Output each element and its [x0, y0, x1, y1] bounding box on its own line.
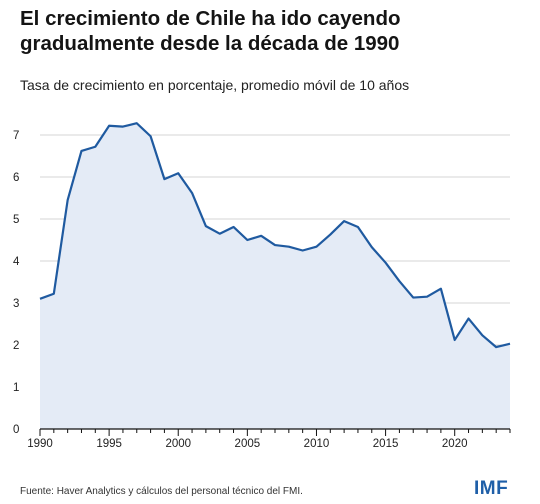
y-tick-label: 1 [13, 382, 19, 394]
x-tick-label: 1995 [96, 438, 122, 450]
data-point-2012 [343, 220, 346, 223]
y-tick-label: 7 [13, 130, 19, 142]
data-point-2002 [204, 225, 207, 228]
y-tick-label: 4 [13, 256, 20, 268]
y-axis: 0 1 2 3 4 5 6 7 [13, 130, 20, 436]
data-point-2011 [329, 233, 332, 236]
y-tick-label: 3 [13, 298, 19, 310]
data-point-2003 [218, 232, 221, 235]
data-point-1990 [38, 297, 41, 300]
data-point-2022 [481, 334, 484, 337]
data-point-1995 [108, 124, 111, 127]
x-tick-label: 1990 [27, 438, 53, 450]
data-point-2018 [425, 295, 428, 298]
data-point-2006 [260, 234, 263, 237]
data-point-2010 [315, 245, 318, 248]
data-point-1998 [149, 135, 152, 138]
data-point-2023 [495, 346, 498, 349]
data-point-2001 [190, 191, 193, 194]
data-point-2008 [287, 245, 290, 248]
y-tick-label: 6 [13, 172, 19, 184]
data-point-2020 [453, 338, 456, 341]
data-point-1991 [52, 292, 55, 295]
y-tick-label: 0 [13, 424, 19, 436]
data-point-2004 [232, 225, 235, 228]
data-point-1996 [121, 125, 124, 128]
data-point-1999 [163, 178, 166, 181]
data-point-1997 [135, 122, 138, 125]
data-point-2009 [301, 249, 304, 252]
data-point-2015 [384, 261, 387, 264]
data-point-2000 [177, 172, 180, 175]
chart-title: El crecimiento de Chile ha ido cayendo g… [20, 7, 401, 55]
data-point-2005 [246, 238, 249, 241]
data-point-1994 [94, 145, 97, 148]
y-tick-label: 5 [13, 214, 19, 226]
data-point-1992 [66, 199, 69, 202]
imf-logo: IMF [474, 478, 509, 499]
x-tick-label: 2015 [373, 438, 399, 450]
data-point-2016 [398, 280, 401, 283]
area-fill [40, 123, 510, 430]
data-point-2007 [273, 243, 276, 246]
x-axis: 1990 1995 2000 2005 2010 2015 2020 [27, 428, 511, 450]
x-tick-label: 2005 [235, 438, 261, 450]
data-point-2014 [370, 246, 373, 249]
data-point-2024 [508, 342, 511, 345]
series-line [39, 122, 511, 349]
y-tick-label: 2 [13, 340, 19, 352]
source-note: Fuente: Haver Analytics y cálculos del p… [20, 486, 303, 497]
x-tick-label: 2010 [304, 438, 330, 450]
data-point-2013 [356, 225, 359, 228]
data-point-1993 [80, 149, 83, 152]
data-point-2017 [412, 296, 415, 299]
x-tick-label: 2020 [442, 438, 468, 450]
x-tick-label: 2000 [165, 438, 191, 450]
chart-subtitle: Tasa de crecimiento en porcentaje, prome… [20, 77, 410, 93]
data-point-2019 [439, 287, 442, 290]
data-point-2021 [467, 317, 470, 320]
